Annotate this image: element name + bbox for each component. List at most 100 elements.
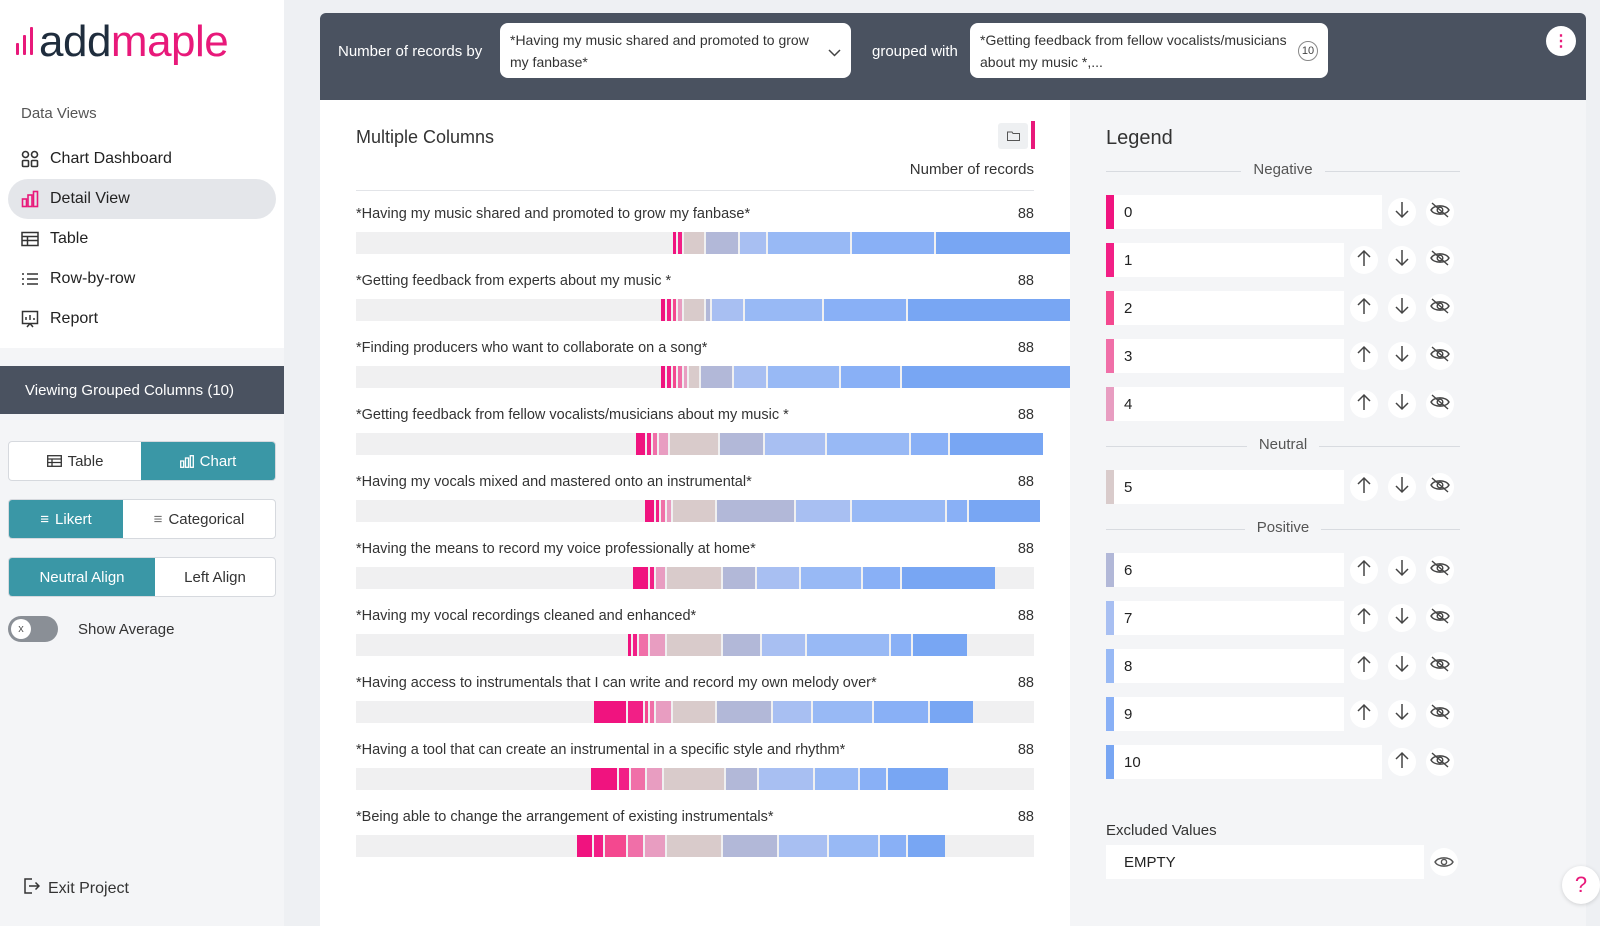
bar-segment-10[interactable]: [888, 768, 948, 790]
bar-segment-10[interactable]: [930, 701, 973, 723]
grouped-columns-select[interactable]: *Getting feedback from fellow vocalists/…: [970, 23, 1328, 78]
nav-item-table[interactable]: Table: [8, 219, 276, 259]
legend-item-label[interactable]: 5: [1114, 470, 1344, 504]
bar-segment-10[interactable]: [949, 433, 1043, 455]
bar-segment-9[interactable]: [860, 768, 887, 790]
bar-segment-0[interactable]: [591, 768, 618, 790]
bar-segment-3[interactable]: [639, 634, 649, 656]
bar-segment-1[interactable]: [678, 232, 682, 254]
bar-segment-9[interactable]: [874, 701, 929, 723]
likert-bar-track[interactable]: [356, 567, 1034, 589]
bar-segment-6[interactable]: [723, 567, 755, 589]
bar-segment-9[interactable]: [879, 835, 906, 857]
bar-segment-1[interactable]: [667, 299, 671, 321]
bar-segment-9[interactable]: [840, 366, 901, 388]
bar-segment-6[interactable]: [700, 366, 733, 388]
bar-segment-0[interactable]: [594, 701, 626, 723]
move-up-button[interactable]: [1350, 390, 1378, 418]
bar-segment-2[interactable]: [644, 701, 649, 723]
move-down-button[interactable]: [1388, 246, 1416, 274]
hide-value-button[interactable]: [1426, 604, 1454, 632]
bar-segment-9[interactable]: [863, 567, 901, 589]
bar-segment-5[interactable]: [664, 768, 724, 790]
bar-segment-4[interactable]: [644, 835, 665, 857]
bar-segment-8[interactable]: [812, 701, 873, 723]
bar-segment-7[interactable]: [762, 634, 805, 656]
bar-segment-2[interactable]: [672, 299, 677, 321]
hide-value-button[interactable]: [1426, 652, 1454, 680]
move-up-button[interactable]: [1350, 246, 1378, 274]
bar-segment-2[interactable]: [672, 366, 677, 388]
bar-segment-6[interactable]: [717, 701, 772, 723]
more-options-button[interactable]: ⋮: [1546, 26, 1576, 56]
bar-segment-1[interactable]: [655, 500, 660, 522]
bar-segment-6[interactable]: [706, 232, 738, 254]
bar-segment-2[interactable]: [605, 835, 626, 857]
likert-bar-track[interactable]: [356, 433, 1043, 455]
likert-button[interactable]: ≡ Likert: [9, 500, 123, 538]
addmaple-logo[interactable]: addmaple: [16, 14, 229, 64]
bar-segment-6[interactable]: [706, 299, 710, 321]
bar-segment-5[interactable]: [689, 366, 699, 388]
nav-item-report[interactable]: Report: [8, 299, 276, 339]
likert-bar-track[interactable]: [356, 500, 1041, 522]
likert-bar-track[interactable]: [356, 299, 1153, 321]
move-down-button[interactable]: [1388, 652, 1416, 680]
move-down-button[interactable]: [1388, 556, 1416, 584]
bar-segment-7[interactable]: [734, 366, 766, 388]
bar-segment-3[interactable]: [650, 701, 654, 723]
bar-segment-1[interactable]: [667, 366, 671, 388]
hide-value-button[interactable]: [1426, 748, 1454, 776]
legend-item-label[interactable]: 1: [1114, 243, 1344, 277]
bar-segment-3[interactable]: [678, 366, 682, 388]
hide-value-button[interactable]: [1426, 556, 1454, 584]
move-up-button[interactable]: [1350, 652, 1378, 680]
bar-segment-5[interactable]: [669, 433, 719, 455]
bar-segment-4[interactable]: [655, 567, 665, 589]
bar-segment-8[interactable]: [801, 567, 861, 589]
chart-view-button[interactable]: Chart: [141, 442, 275, 480]
show-average-toggle[interactable]: x: [8, 616, 58, 642]
grouped-columns-banner[interactable]: Viewing Grouped Columns (10): [0, 366, 284, 414]
bar-segment-8[interactable]: [745, 299, 822, 321]
legend-item-label[interactable]: 2: [1114, 291, 1344, 325]
bar-segment-7[interactable]: [795, 500, 850, 522]
bar-segment-10[interactable]: [969, 500, 1041, 522]
bar-segment-1[interactable]: [627, 701, 643, 723]
bar-segment-8[interactable]: [807, 634, 889, 656]
legend-item-label[interactable]: 9: [1114, 697, 1344, 731]
move-down-button[interactable]: [1388, 700, 1416, 728]
bar-segment-6[interactable]: [720, 433, 763, 455]
bar-segment-9[interactable]: [910, 433, 948, 455]
neutral-align-button[interactable]: Neutral Align: [9, 558, 155, 596]
bar-segment-8[interactable]: [767, 366, 839, 388]
bar-segment-8[interactable]: [767, 232, 850, 254]
nav-item-detail-view[interactable]: Detail View: [8, 179, 276, 219]
move-down-button[interactable]: [1388, 198, 1416, 226]
bar-segment-10[interactable]: [913, 634, 968, 656]
bar-segment-7[interactable]: [773, 701, 811, 723]
bar-segment-9[interactable]: [851, 232, 934, 254]
exit-project-button[interactable]: Exit Project: [22, 877, 129, 900]
bar-segment-9[interactable]: [891, 634, 912, 656]
likert-bar-track[interactable]: [356, 835, 1034, 857]
likert-bar-track[interactable]: [356, 701, 1034, 723]
bar-segment-0[interactable]: [627, 634, 632, 656]
bar-segment-8[interactable]: [829, 835, 878, 857]
move-up-button[interactable]: [1350, 700, 1378, 728]
bar-segment-0[interactable]: [661, 366, 665, 388]
bar-segment-7[interactable]: [739, 232, 766, 254]
bar-segment-7[interactable]: [759, 768, 814, 790]
move-down-button[interactable]: [1388, 294, 1416, 322]
bar-segment-6[interactable]: [725, 768, 758, 790]
show-excluded-button[interactable]: [1430, 848, 1458, 876]
bar-segment-9[interactable]: [823, 299, 906, 321]
move-down-button[interactable]: [1388, 342, 1416, 370]
bar-segment-4[interactable]: [658, 433, 668, 455]
bar-segment-4[interactable]: [650, 634, 665, 656]
bar-segment-1[interactable]: [594, 835, 604, 857]
bar-segment-1[interactable]: [619, 768, 629, 790]
bar-segment-8[interactable]: [851, 500, 945, 522]
bar-segment-6[interactable]: [717, 500, 794, 522]
legend-item-label[interactable]: 4: [1114, 387, 1344, 421]
